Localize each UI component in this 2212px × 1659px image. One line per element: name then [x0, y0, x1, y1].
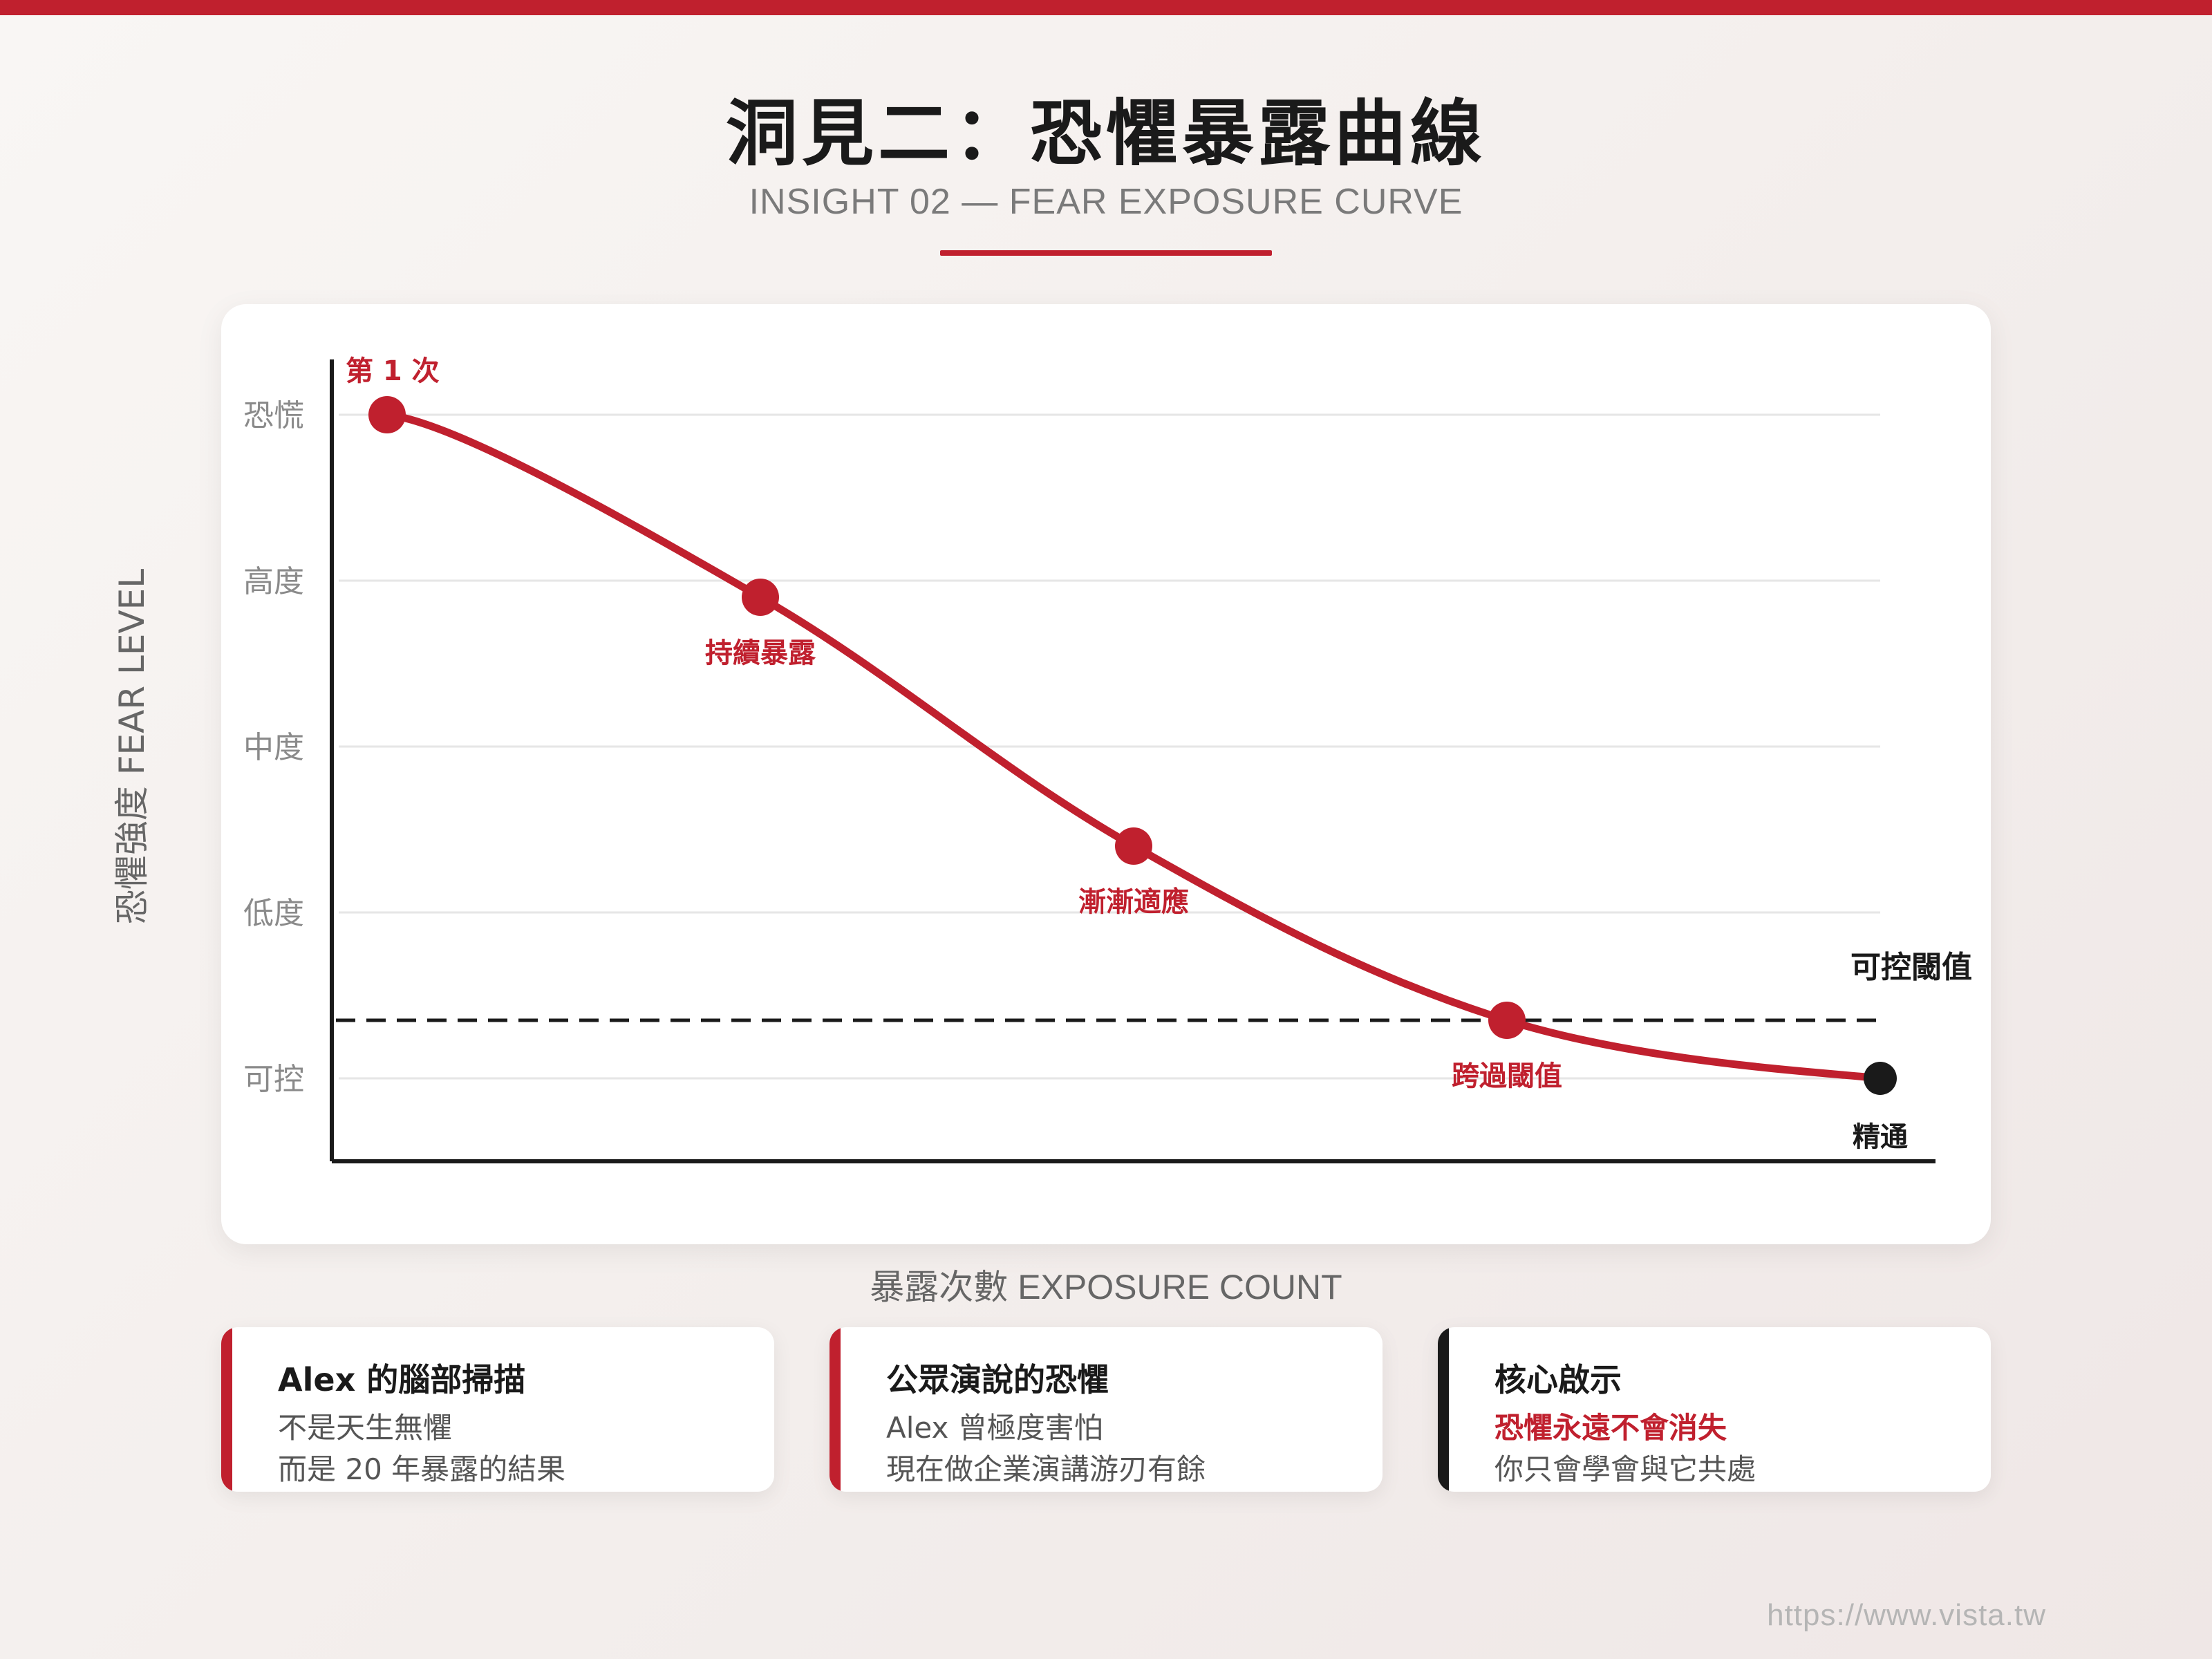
panel-brain-scan: Alex 的腦部掃描 不是天生無懼 而是 20 年暴露的結果 — [221, 1327, 774, 1492]
page-title: 洞見二：恐懼暴露曲線 — [725, 91, 1486, 176]
y-tick-label: 恐慌 — [243, 398, 304, 433]
data-point — [742, 579, 779, 616]
panel-accent — [830, 1327, 841, 1492]
data-point — [1864, 1062, 1897, 1095]
panel-title: 核心啟示 — [1494, 1361, 1622, 1398]
data-point — [1488, 1002, 1526, 1039]
panel-title: Alex 的腦部掃描 — [278, 1361, 526, 1398]
panel-line: Alex 曾極度害怕 — [886, 1411, 1103, 1445]
y-axis-label: 恐懼強度 FEAR LEVEL — [112, 569, 152, 924]
data-point — [368, 396, 406, 433]
panel-emphasis-line: 恐懼永遠不會消失 — [1494, 1411, 1727, 1445]
page-subtitle: INSIGHT 02 — FEAR EXPOSURE CURVE — [749, 182, 1463, 222]
threshold-label: 可控閾值 — [1850, 950, 1972, 985]
panel-line: 你只會學會與它共處 — [1494, 1452, 1756, 1486]
panel-core-insight: 核心啟示 恐懼永遠不會消失 你只會學會與它共處 — [1438, 1327, 1991, 1492]
y-tick-label: 中度 — [243, 730, 304, 765]
x-axis-label: 暴露次數 EXPOSURE COUNT — [870, 1268, 1342, 1306]
data-label: 持續暴露 — [705, 637, 816, 669]
footer-url[interactable]: https://www.vista.tw — [1767, 1598, 2046, 1632]
data-label: 跨過閾值 — [1452, 1060, 1562, 1092]
panel-line: 不是天生無懼 — [278, 1411, 453, 1445]
panel-accent — [221, 1327, 232, 1492]
y-tick-label: 可控 — [243, 1062, 304, 1097]
data-point — [1115, 827, 1152, 865]
top-accent-bar — [0, 0, 2212, 15]
y-tick-label: 高度 — [243, 564, 304, 599]
data-label: 第 1 次 — [346, 355, 440, 387]
panel-line: 現在做企業演講游刃有餘 — [886, 1452, 1206, 1486]
title-divider — [940, 250, 1272, 256]
panel-line: 而是 20 年暴露的結果 — [278, 1452, 566, 1486]
y-tick-label: 低度 — [243, 896, 304, 931]
data-label: 漸漸適應 — [1078, 886, 1189, 918]
panel-accent — [1438, 1327, 1449, 1492]
panel-public-speaking: 公眾演說的恐懼 Alex 曾極度害怕 現在做企業演講游刃有餘 — [830, 1327, 1382, 1492]
data-label: 精通 — [1853, 1121, 1908, 1153]
panel-title: 公眾演說的恐懼 — [886, 1361, 1109, 1398]
